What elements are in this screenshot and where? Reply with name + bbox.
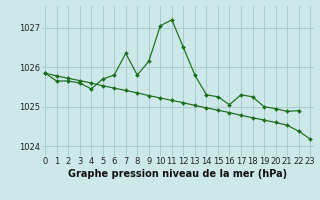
X-axis label: Graphe pression niveau de la mer (hPa): Graphe pression niveau de la mer (hPa)	[68, 169, 287, 179]
